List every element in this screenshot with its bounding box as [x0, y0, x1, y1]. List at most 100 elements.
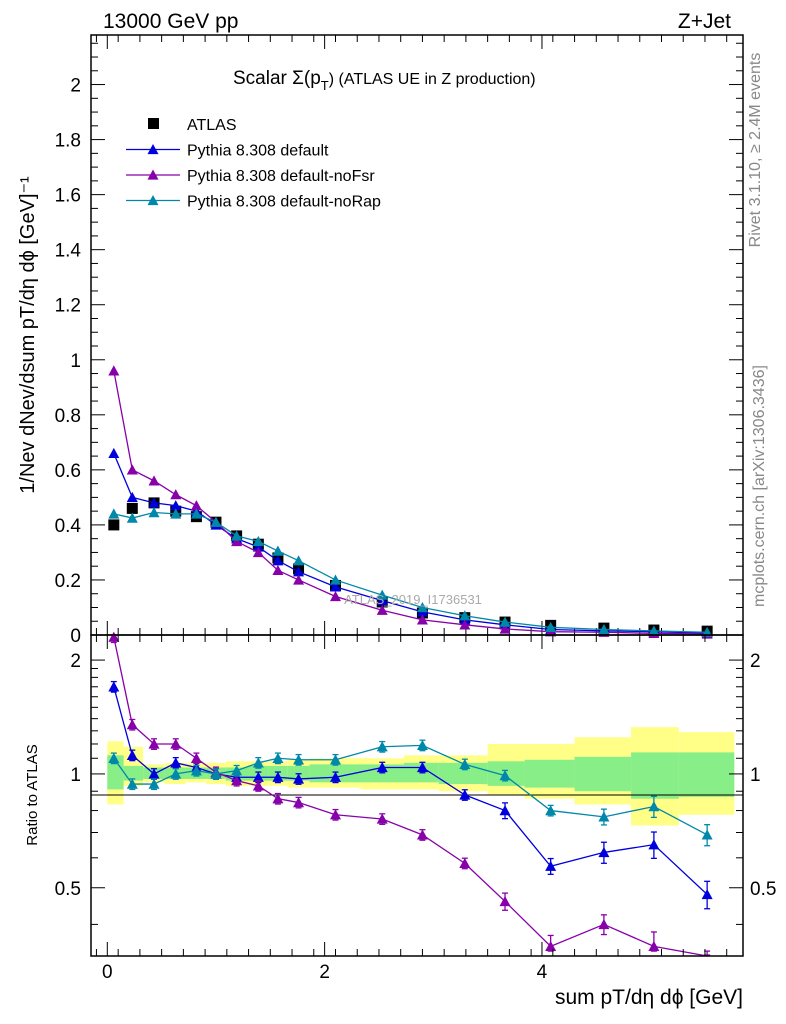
ratio-point-2 — [252, 780, 264, 791]
ratio-point-1 — [272, 771, 284, 782]
series-point-3 — [598, 623, 610, 635]
rivet-version-label: Rivet 3.1.10, ≥ 2.4M events — [747, 53, 764, 248]
ratio-point-1 — [598, 846, 610, 858]
series-point-3 — [376, 589, 388, 600]
series-point-3 — [499, 616, 511, 627]
ratio-point-2 — [190, 752, 202, 763]
ratio-y-tick-label: 0.5 — [55, 879, 81, 900]
ratio-point-1 — [376, 761, 388, 773]
ratio-point-1 — [126, 749, 138, 760]
y-tick-label: 1.6 — [55, 186, 81, 207]
ratio-plot-panel: 0 2 4 0.5 0.5 1 1 2 2 — [55, 631, 776, 983]
series-point-1 — [108, 447, 120, 459]
series-point-3 — [231, 530, 243, 541]
data-point-atlas — [126, 502, 138, 514]
y-tick-label: 1.2 — [55, 296, 81, 317]
header-process-label: Z+Jet — [678, 10, 731, 33]
series-point-2 — [376, 604, 388, 615]
y-tick-label: 0.8 — [55, 406, 81, 427]
stat-uncertainty-band — [574, 756, 632, 792]
ratio-point-2 — [416, 829, 428, 840]
series-point-3 — [170, 508, 182, 519]
ratio-axis-ticks: 0 2 4 0.5 0.5 1 1 2 2 — [55, 635, 776, 983]
ratio-point-1 — [108, 681, 120, 692]
series-point-2 — [416, 614, 428, 625]
y-tick-label: 0.4 — [55, 516, 82, 537]
series-point-2 — [499, 623, 511, 634]
ratio-point-2 — [459, 857, 471, 869]
legend-marker-atlas — [148, 118, 159, 129]
ratio-series-layer — [108, 631, 713, 957]
series-point-3 — [545, 621, 557, 632]
series-point-1 — [272, 555, 284, 566]
ratio-point-3 — [272, 752, 284, 763]
ratio-point-2 — [148, 738, 160, 749]
series-point-3 — [108, 508, 120, 519]
ratio-point-1 — [648, 839, 660, 850]
y-tick-label: 2 — [70, 76, 81, 97]
legend-label-3: Pythia 8.308 default-noRap — [187, 194, 381, 211]
series-point-1 — [170, 500, 182, 511]
ratio-point-2 — [499, 895, 511, 907]
chart-title-sub: T — [321, 78, 329, 93]
main-series-layer — [108, 365, 713, 639]
series-point-2 — [170, 489, 182, 500]
ratio-point-1 — [416, 761, 428, 773]
series-point-2 — [272, 564, 284, 575]
ratio-uncertainty-bands — [107, 727, 735, 826]
stat-uncertainty-band — [123, 765, 144, 781]
ratio-point-3 — [148, 778, 160, 789]
x-tick-label: 0 — [102, 962, 113, 983]
stat-uncertainty-band — [678, 752, 735, 797]
series-point-3 — [330, 574, 341, 585]
ratio-point-1 — [252, 771, 264, 782]
ratio-y-axis-label: Ratio to ATLAS — [24, 744, 41, 845]
series-point-3 — [459, 610, 471, 621]
ratio-y-tick-label: 2 — [70, 651, 81, 672]
ratio-point-2 — [170, 738, 182, 749]
ratio-point-3 — [545, 805, 557, 816]
legend-marker-2 — [147, 169, 159, 180]
series-point-1 — [330, 581, 341, 592]
series-point-3 — [293, 555, 305, 566]
legend-label-2: Pythia 8.308 default-noFsr — [187, 168, 375, 185]
series-point-3 — [416, 601, 428, 613]
ratio-y-tick-label: 1 — [70, 765, 81, 786]
series-point-1 — [252, 541, 264, 552]
y-tick-label: 1 — [70, 351, 81, 372]
series-point-3 — [252, 535, 264, 547]
stat-uncertainty-band — [438, 762, 488, 785]
ratio-point-3 — [330, 754, 341, 765]
ratio-plot-frame — [90, 634, 744, 957]
series-point-3 — [210, 516, 222, 527]
series-point-3 — [126, 512, 138, 523]
series-point-3 — [190, 508, 202, 519]
series-point-2 — [330, 590, 341, 602]
series-point-3 — [148, 507, 160, 518]
y-tick-label: 1.4 — [55, 241, 82, 262]
ratio-point-1 — [170, 757, 182, 768]
x-tick-label: 4 — [537, 962, 548, 983]
legend: ATLAS Pythia 8.308 default Pythia 8.308 de… — [126, 117, 381, 211]
x-axis-label: sum pT/dη dϕ [GeV] — [555, 986, 743, 1009]
ratio-point-3 — [170, 768, 182, 779]
series-point-2 — [293, 574, 305, 585]
ratio-point-2 — [108, 631, 120, 642]
series-line-3 — [113, 511, 708, 633]
series-point-2 — [252, 546, 264, 558]
ratio-point-3 — [231, 765, 243, 776]
ratio-point-3 — [108, 752, 120, 763]
y-axis-label: 1/Nev dNev/dsum pT/dη dϕ [GeV]⁻¹ — [17, 176, 39, 494]
series-point-1 — [148, 497, 160, 508]
ratio-y-tick-label-right: 1 — [750, 765, 761, 786]
chart-title-main: Scalar Σ(p — [233, 68, 321, 89]
chart-title-tail: ) (ATLAS UE in Z production) — [329, 71, 536, 88]
series-point-2 — [148, 475, 160, 486]
ratio-point-2 — [598, 918, 610, 930]
ratio-point-2 — [330, 809, 341, 820]
ratio-point-1 — [293, 773, 305, 784]
ratio-point-3 — [499, 770, 511, 781]
ratio-point-1 — [499, 805, 511, 816]
x-tick-label: 2 — [319, 962, 330, 983]
